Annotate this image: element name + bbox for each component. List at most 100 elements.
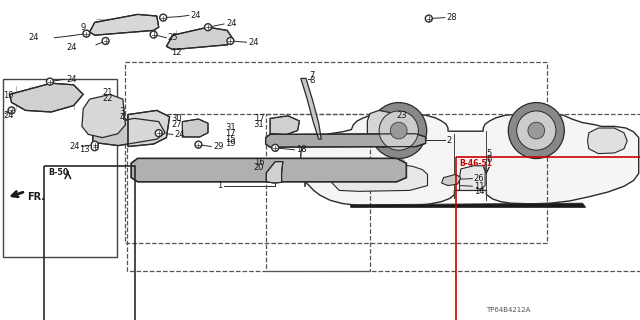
Bar [127, 114, 370, 271]
Circle shape [196, 143, 200, 147]
Polygon shape [442, 174, 461, 186]
Text: 31: 31 [253, 120, 264, 129]
Bar [44, 166, 135, 320]
Text: 1: 1 [218, 181, 223, 190]
Text: 19: 19 [225, 140, 236, 148]
Text: 24: 24 [226, 19, 236, 28]
Text: 6: 6 [486, 155, 492, 164]
Text: 23: 23 [397, 111, 408, 120]
Circle shape [371, 102, 427, 158]
Circle shape [206, 25, 210, 29]
Circle shape [272, 144, 278, 151]
Polygon shape [82, 94, 125, 138]
Circle shape [427, 17, 431, 20]
Circle shape [150, 31, 157, 38]
Text: B-46-51: B-46-51 [459, 159, 492, 168]
Bar [456, 157, 640, 320]
Polygon shape [270, 116, 300, 134]
Text: 17: 17 [253, 114, 264, 123]
Circle shape [195, 141, 202, 148]
Text: 26: 26 [474, 174, 484, 183]
Circle shape [47, 78, 53, 85]
Text: 24: 24 [248, 38, 259, 47]
Circle shape [161, 16, 165, 20]
Circle shape [228, 39, 232, 43]
Text: 18: 18 [296, 145, 307, 154]
Text: 3: 3 [120, 108, 125, 116]
Text: 15: 15 [225, 135, 236, 144]
Circle shape [390, 122, 407, 139]
Text: 14: 14 [474, 187, 484, 196]
Polygon shape [301, 114, 639, 206]
Circle shape [10, 108, 13, 112]
Text: 31: 31 [225, 124, 236, 132]
Text: B-50: B-50 [49, 168, 69, 177]
Polygon shape [166, 27, 234, 50]
Bar [3, 79, 117, 257]
Polygon shape [301, 78, 321, 139]
Circle shape [516, 111, 556, 150]
Text: 2: 2 [447, 136, 452, 145]
Text: 24: 24 [67, 43, 77, 52]
Text: FR.: FR. [27, 192, 45, 202]
Circle shape [426, 15, 432, 22]
Text: TP64B4212A: TP64B4212A [486, 308, 531, 313]
Polygon shape [131, 158, 406, 182]
Circle shape [160, 14, 166, 21]
Text: 17: 17 [225, 129, 236, 138]
Circle shape [93, 143, 97, 147]
Text: 24: 24 [66, 75, 76, 84]
Polygon shape [588, 128, 627, 154]
Polygon shape [460, 166, 485, 190]
Circle shape [273, 146, 277, 150]
Text: 24: 24 [191, 11, 201, 20]
Circle shape [48, 80, 52, 84]
Polygon shape [90, 14, 159, 35]
Circle shape [104, 39, 108, 43]
Text: 21: 21 [102, 88, 113, 97]
Circle shape [157, 131, 161, 135]
Polygon shape [182, 119, 208, 137]
Circle shape [93, 145, 97, 149]
Circle shape [152, 33, 156, 36]
Polygon shape [93, 118, 165, 146]
Polygon shape [367, 110, 396, 147]
Circle shape [379, 111, 419, 150]
Text: 10: 10 [3, 92, 13, 100]
Text: 24: 24 [175, 130, 185, 139]
Text: 30: 30 [172, 114, 182, 123]
Polygon shape [266, 162, 283, 183]
Circle shape [92, 144, 98, 151]
Text: 4: 4 [120, 113, 125, 122]
Text: 28: 28 [447, 13, 458, 22]
Text: 22: 22 [102, 94, 113, 103]
Circle shape [205, 24, 211, 31]
Circle shape [156, 130, 162, 137]
Circle shape [508, 102, 564, 158]
Text: 24: 24 [28, 33, 38, 42]
Circle shape [83, 30, 90, 37]
Text: 29: 29 [213, 142, 223, 151]
Text: 11: 11 [474, 182, 484, 191]
Text: 13: 13 [79, 145, 90, 154]
Text: 24: 24 [70, 142, 80, 151]
Polygon shape [332, 164, 428, 191]
Bar [125, 62, 547, 243]
Text: 12: 12 [172, 48, 182, 57]
Text: 25: 25 [168, 33, 178, 42]
Circle shape [84, 32, 88, 36]
Circle shape [102, 37, 109, 44]
Text: 24: 24 [3, 111, 13, 120]
Text: 5: 5 [486, 149, 492, 158]
Polygon shape [266, 134, 426, 147]
Text: 27: 27 [172, 120, 182, 129]
Bar [266, 114, 640, 271]
Polygon shape [128, 110, 170, 147]
Text: 8: 8 [310, 76, 315, 85]
Polygon shape [351, 203, 586, 207]
Polygon shape [10, 83, 83, 112]
Circle shape [8, 107, 15, 114]
Text: 20: 20 [254, 164, 264, 172]
Circle shape [227, 37, 234, 44]
Circle shape [528, 122, 545, 139]
